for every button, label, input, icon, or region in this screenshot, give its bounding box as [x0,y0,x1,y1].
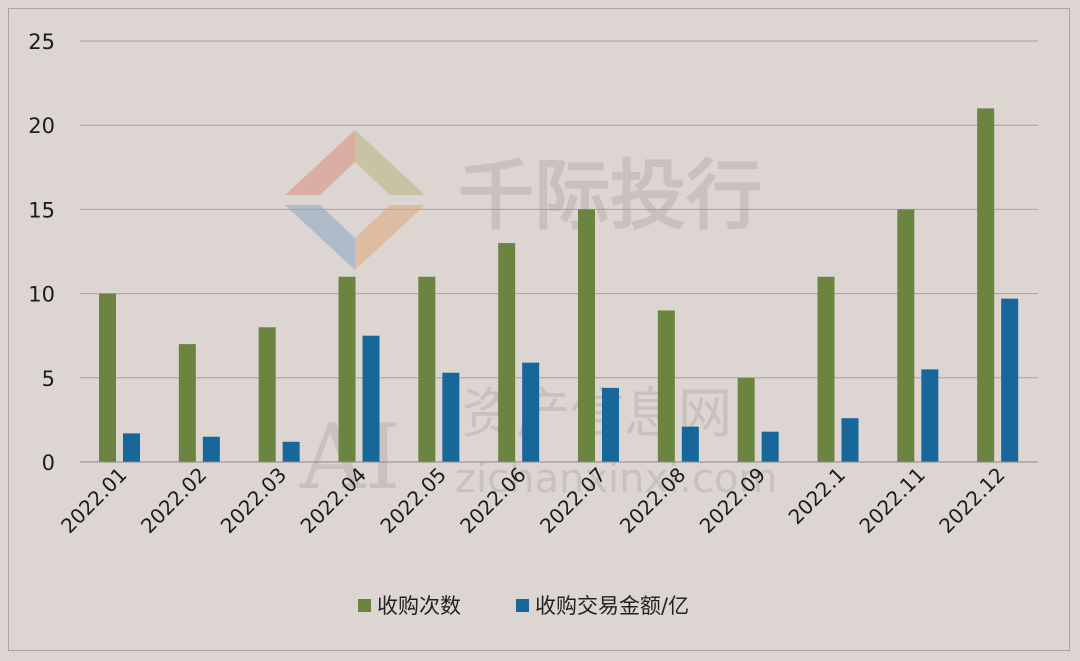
bar-count [578,209,595,462]
y-tick-label: 10 [28,283,55,307]
x-tick-label: 2022.02 [136,463,211,538]
legend-swatch-amount [516,599,529,612]
bar-count [258,327,276,462]
bar-count [817,276,835,462]
bar-amount [761,431,779,462]
bar-count [977,108,995,463]
bar-amount [123,433,140,462]
bar-count [418,276,436,462]
bar-count [498,243,516,462]
bar-amount [921,369,939,462]
grid-lines [80,40,1038,379]
watermark-logo [285,130,425,270]
bar-count [897,209,915,462]
watermark-site-url: zichanxinxi.com [455,456,777,502]
legend-label-amount: 收购交易金额/亿 [535,594,689,618]
bar-amount [202,436,220,462]
x-tick-label: 2022.03 [216,463,291,538]
watermark-brand: 千际投行 [458,151,762,240]
bar-amount [362,335,380,462]
y-axis-ticks: 0 5 10 15 20 25 [28,30,55,475]
y-tick-label: 5 [42,367,55,391]
bar-amount [841,418,859,462]
y-tick-label: 25 [28,30,55,54]
bar-amount [282,441,300,462]
x-tick-label: 2022.11 [854,463,929,538]
y-tick-label: 0 [42,451,55,475]
bar-count [657,310,675,462]
bar-count [338,276,356,462]
legend: 收购次数 收购交易金额/亿 [358,594,689,618]
x-tick-label: 2022.01 [56,463,131,538]
legend-swatch-count [358,599,371,612]
bar-amount [681,426,699,462]
legend-label-count: 收购次数 [377,594,461,618]
bar-count [737,377,755,462]
bar-count [178,344,196,462]
bars [99,108,1019,463]
y-tick-label: 20 [28,114,55,138]
x-tick-label: 2022.12 [934,463,1009,538]
y-tick-label: 15 [28,198,55,222]
bar-amount [1001,298,1019,462]
x-tick-label: 2022.1 [784,463,850,529]
chart-frame [8,8,1070,651]
bar-count [99,293,116,462]
bar-amount [522,362,540,462]
bar-amount [442,372,460,462]
bar-amount [602,387,619,462]
